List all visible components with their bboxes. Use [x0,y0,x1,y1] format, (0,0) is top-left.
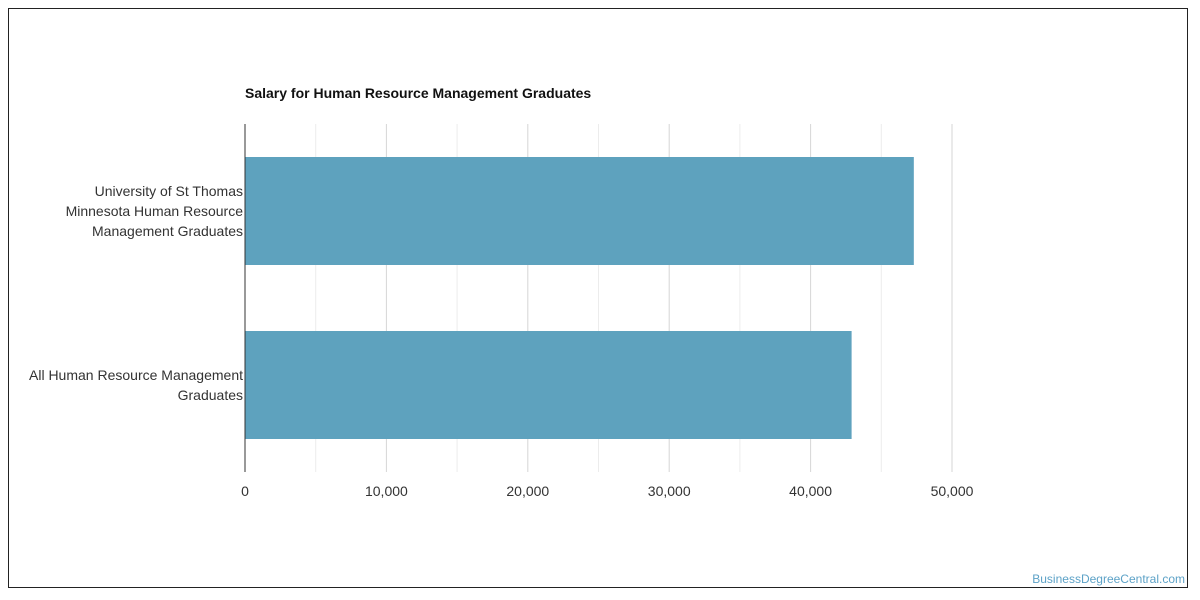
chart-title: Salary for Human Resource Management Gra… [245,85,592,101]
category-label-line: All Human Resource Management [29,367,243,383]
x-tick-label: 50,000 [931,483,974,499]
category-label-line: University of St Thomas [94,183,243,199]
x-tick-label: 0 [241,483,249,499]
x-tick-label: 10,000 [365,483,408,499]
category-label-line: Graduates [177,387,243,403]
x-tick-label: 20,000 [506,483,549,499]
x-tick-label: 30,000 [648,483,691,499]
category-label: University of St Thomas Minnesota Human R… [3,181,243,241]
bar-1 [245,157,914,265]
bars [245,157,914,439]
chart-frame [8,8,1188,588]
category-label-line: Management Graduates [92,223,243,239]
source-credit: BusinessDegreeCentral.com [1032,572,1185,586]
x-axis-ticks: 0 10,000 20,000 30,000 40,000 50,000 [241,483,974,499]
category-label: All Human Resource Management Graduates [3,365,243,405]
bar-2 [245,331,852,439]
x-tick-label: 40,000 [789,483,832,499]
category-label-line: Minnesota Human Resource [65,203,243,219]
